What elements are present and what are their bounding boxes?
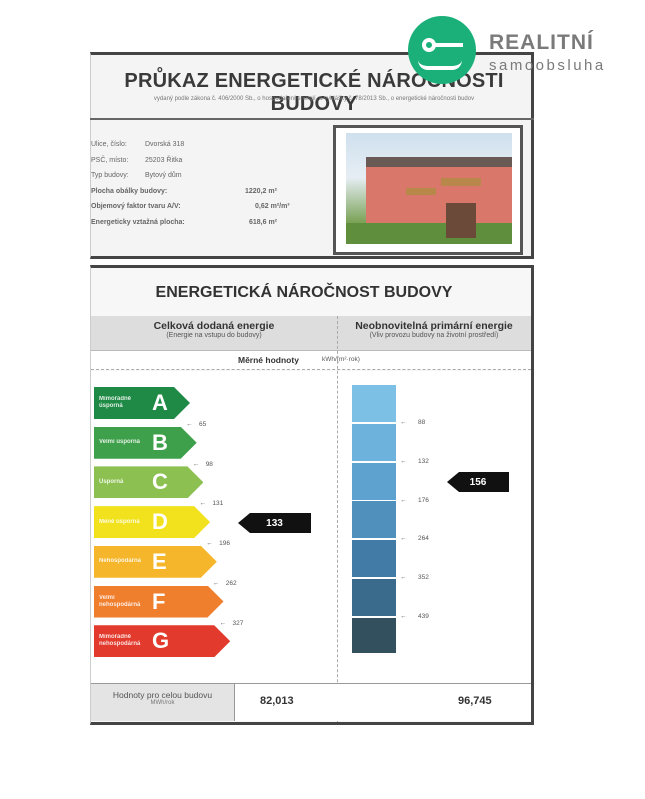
energy-class-c: Úsporná C <box>94 466 203 498</box>
energy-class-a: Mimořádně úsporná A <box>94 387 190 419</box>
unit-label: kWh/(m²·rok) <box>322 356 360 363</box>
threshold-arrow-icon: ← <box>212 579 220 587</box>
totals-label-cell: Hodnoty pro celou budovu MWh/rok <box>91 684 235 721</box>
threshold-value: 88 <box>418 419 426 426</box>
totals-label: Hodnoty pro celou budovu <box>112 690 213 700</box>
logo-subtitle: samoobsluha <box>489 57 606 74</box>
energy-class-f: Velmi nehospodárná F <box>94 586 224 618</box>
threshold-arrow-icon: ← <box>400 457 407 465</box>
right-head: Neobnovitelná primární energie <box>355 320 513 332</box>
left-sub: (Energie na vstupu do budovy) <box>166 332 262 339</box>
primary-energy-band <box>352 385 396 422</box>
info-value: 1220,2 m² <box>245 187 277 195</box>
threshold-value: 262 <box>225 579 237 587</box>
primary-energy-band <box>352 617 396 653</box>
threshold-value: 131 <box>212 500 224 508</box>
document-subtitle: vydaný podle zákona č. 406/2000 Sb., o h… <box>153 96 475 102</box>
info-value: 25203 Řitka <box>145 156 183 164</box>
threshold-arrow-icon: ← <box>400 613 407 620</box>
primary-energy-band <box>352 501 396 539</box>
info-value: 0,62 m²/m³ <box>255 203 290 210</box>
class-label: Mimořádně nehospodárná <box>99 634 141 648</box>
threshold-arrow-icon: ← <box>219 619 227 627</box>
class-letter: G <box>152 628 170 654</box>
threshold-value: 352 <box>418 574 429 582</box>
energy-class-b: Velmi úsporná B <box>94 427 197 459</box>
divider <box>90 118 534 120</box>
energy-class-d: Méně úsporná D <box>94 506 210 538</box>
info-value: Bytový dům <box>145 172 182 179</box>
section-title: ENERGETICKÁ NÁROČNOST BUDOVY <box>155 284 453 301</box>
primary-energy-indicator: 156 <box>447 472 509 492</box>
info-label: Typ budovy: <box>91 172 129 179</box>
class-letter: B <box>152 429 168 455</box>
threshold-arrow-icon: ← <box>400 496 407 504</box>
threshold-value: 65 <box>199 421 207 428</box>
total-primary-energy: 96,745 <box>458 695 492 707</box>
specific-values-label: Měrné hodnoty <box>238 355 299 365</box>
primary-energy-band <box>352 423 396 461</box>
threshold-value: 132 <box>418 457 429 465</box>
document-title: PRŮKAZ ENERGETICKÉ NÁROČNOSTI BUDOVY <box>124 70 504 115</box>
threshold-arrow-icon: ← <box>192 460 200 468</box>
info-label: Energeticky vztažná plocha: <box>91 218 185 226</box>
class-label: Úsporná <box>99 478 124 485</box>
building-photo <box>346 133 512 244</box>
threshold-arrow-icon: ← <box>206 540 213 548</box>
energy-class-g: Mimořádně nehospodárná G <box>94 625 230 657</box>
threshold-arrow-icon: ← <box>400 419 407 426</box>
column-divider <box>337 316 338 722</box>
left-column-header: Celková dodaná energie (Energie na vstupu… <box>91 316 337 350</box>
threshold-value: 439 <box>418 613 429 620</box>
threshold-arrow-icon: ← <box>199 500 206 508</box>
class-label: Nehospodárná <box>99 558 142 565</box>
total-delivered-energy: 82,013 <box>260 695 294 707</box>
primary-energy-band <box>352 540 396 578</box>
class-letter: F <box>152 588 166 614</box>
info-label: PSČ, místo: <box>91 156 129 164</box>
class-label: Velmi úsporná <box>99 439 141 446</box>
right-column-header: Neobnovitelná primární energie (Vliv prov… <box>337 316 531 350</box>
left-head: Celková dodaná energie <box>153 320 275 332</box>
info-label: Ulice, číslo: <box>91 141 127 148</box>
primary-energy-band <box>352 462 396 500</box>
class-label: Mimořádně úsporná <box>99 396 132 409</box>
energy-class-e: Nehospodárná E <box>94 546 217 578</box>
threshold-value: 196 <box>219 540 230 548</box>
class-letter: C <box>152 469 168 495</box>
info-value: Dvorská 318 <box>145 141 185 148</box>
class-label: Velmi nehospodárná <box>99 594 141 608</box>
threshold-arrow-icon: ← <box>186 421 193 428</box>
right-sub: (Vliv provozu budovy na životní prostřed… <box>369 332 499 339</box>
info-value: 618,6 m² <box>249 218 278 226</box>
info-label: Plocha obálky budovy: <box>91 187 168 195</box>
threshold-value: 98 <box>205 460 213 468</box>
threshold-arrow-icon: ← <box>400 574 407 582</box>
class-label: Méně úsporná <box>99 518 140 525</box>
delivered-energy-indicator: 133 <box>238 513 311 533</box>
class-letter: D <box>152 509 168 535</box>
specific-values-row <box>91 350 531 370</box>
primary-energy-band <box>352 579 396 616</box>
threshold-value: 327 <box>232 619 244 627</box>
logo-key-hand-icon <box>408 16 476 84</box>
logo-brand: REALITNÍ <box>489 31 594 54</box>
class-letter: A <box>152 390 168 415</box>
info-label: Objemový faktor tvaru A/V: <box>91 203 181 210</box>
threshold-value: 176 <box>418 496 429 504</box>
threshold-arrow-icon: ← <box>400 535 407 543</box>
class-letter: E <box>152 548 167 574</box>
totals-unit: MWh/rok <box>150 700 175 706</box>
threshold-value: 264 <box>418 535 429 543</box>
